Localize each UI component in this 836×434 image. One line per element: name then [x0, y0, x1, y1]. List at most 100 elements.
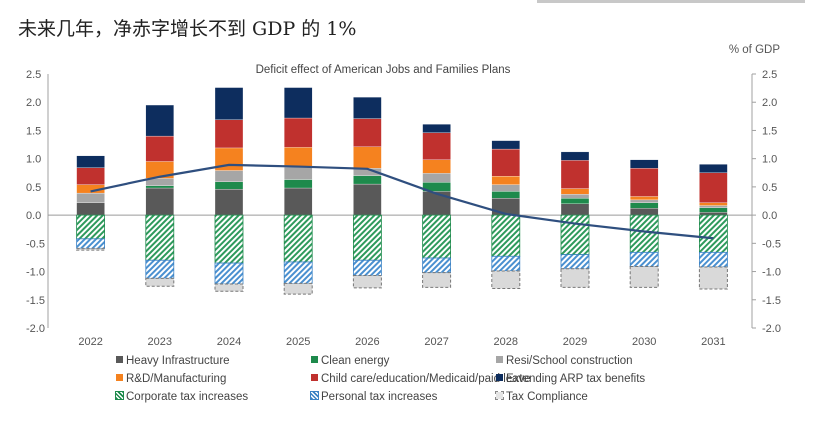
bar-segment-personal-tax-increases	[214, 262, 244, 285]
bar-segment-tax-compliance	[422, 272, 452, 288]
bar-segment-tax-compliance	[491, 270, 521, 289]
bar-segment-corporate-tax-increases	[352, 214, 382, 261]
y-tick-right: 1.5	[762, 125, 777, 137]
bar-segment-extending-arp-tax-benefits	[353, 96, 382, 119]
legend-item: Clean energy	[311, 355, 389, 367]
legend-swatch	[310, 391, 319, 400]
bar-segment-heavy-infrastructure	[214, 188, 244, 216]
y-tick-left: 1.0	[26, 154, 41, 166]
legend-swatch	[311, 356, 318, 363]
chart-title: Deficit effect of American Jobs and Fami…	[256, 64, 511, 76]
bar-segment-tax-compliance	[560, 268, 590, 288]
bar-segment-tax-compliance	[698, 266, 728, 290]
legend-label: Extending ARP tax benefits	[506, 373, 646, 385]
legend-label: Heavy Infrastructure	[126, 355, 230, 367]
bar-segment-tax-compliance	[145, 277, 175, 287]
bar-segment-resi-school-construction	[214, 170, 244, 182]
x-tick-label: 2027	[424, 336, 448, 348]
bar-segment-heavy-infrastructure	[145, 187, 174, 216]
legend-swatch	[115, 391, 124, 400]
bar-segment-r-d-manufacturing	[353, 146, 382, 169]
bar-segment-tax-compliance	[76, 247, 106, 251]
legend-label: Corporate tax increases	[126, 391, 249, 403]
legend-item: Corporate tax increases	[115, 391, 249, 403]
bar-segment-extending-arp-tax-benefits	[699, 164, 728, 173]
bar-segment-corporate-tax-increases	[491, 214, 521, 257]
bar-segment-r-d-manufacturing	[560, 188, 590, 195]
bar-segment-personal-tax-increases	[352, 259, 382, 276]
legend-label: R&D/Manufacturing	[126, 373, 227, 385]
y-tick-left: -1.5	[26, 295, 45, 307]
bar-segment-corporate-tax-increases	[422, 214, 452, 259]
bar-segment-child-care-education-medicaid-paid-leave	[353, 118, 382, 147]
top-divider	[537, 0, 805, 3]
bar-segment-clean-energy	[699, 207, 728, 213]
bar-segment-personal-tax-increases	[145, 259, 175, 279]
bar-segment-corporate-tax-increases	[76, 214, 105, 240]
bar-segment-corporate-tax-increases	[560, 214, 590, 256]
legend-label: Child care/education/Medicaid/paid leave	[321, 373, 531, 385]
x-tick-label: 2022	[78, 336, 102, 348]
y-tick-left: 0.0	[26, 210, 41, 222]
legend-item: R&D/Manufacturing	[116, 373, 226, 385]
bar-segment-resi-school-construction	[76, 192, 105, 203]
bar-segment-resi-school-construction	[560, 194, 590, 199]
bar-segment-extending-arp-tax-benefits	[560, 151, 590, 161]
bar-segment-child-care-education-medicaid-paid-leave	[699, 172, 728, 203]
bar-segment-clean-energy	[630, 202, 659, 209]
bar-segment-child-care-education-medicaid-paid-leave	[284, 117, 313, 148]
bar-segment-tax-compliance	[283, 282, 313, 295]
legend-item: Extending ARP tax benefits	[496, 373, 645, 385]
bar-segment-child-care-education-medicaid-paid-leave	[145, 135, 174, 162]
bar-segment-extending-arp-tax-benefits	[630, 159, 659, 169]
bar-segment-heavy-infrastructure	[560, 203, 590, 216]
bar-segment-resi-school-construction	[630, 199, 659, 203]
y-tick-right: 2.0	[762, 97, 777, 109]
bar-segment-heavy-infrastructure	[630, 208, 659, 216]
bar-segment-extending-arp-tax-benefits	[491, 140, 520, 150]
y-tick-left: -1.0	[26, 267, 45, 279]
bar-segment-heavy-infrastructure	[699, 212, 728, 216]
bar-segment-personal-tax-increases	[699, 251, 728, 268]
bar-segment-r-d-manufacturing	[630, 196, 659, 201]
bar-segment-clean-energy	[214, 181, 244, 190]
bar-segment-tax-compliance	[629, 265, 659, 288]
y-tick-right: 0.5	[762, 182, 777, 194]
legend-label: Tax Compliance	[506, 391, 588, 403]
bar-segment-clean-energy	[491, 191, 520, 199]
bar-segment-child-care-education-medicaid-paid-leave	[560, 160, 590, 189]
y-tick-right: -1.0	[762, 267, 781, 279]
bar-segment-r-d-manufacturing	[491, 176, 520, 185]
headline: 未来几年，净赤字增长不到 GDP 的 1%	[18, 18, 357, 40]
bar-segment-corporate-tax-increases	[699, 214, 728, 253]
bar-segment-heavy-infrastructure	[76, 202, 105, 216]
x-tick-label: 2025	[286, 336, 310, 348]
legend-swatch	[496, 374, 503, 381]
y-tick-left: 1.5	[26, 125, 41, 137]
bar-segment-tax-compliance	[214, 283, 244, 292]
bar-segment-personal-tax-increases	[629, 251, 659, 267]
legend-label: Personal tax increases	[321, 391, 438, 403]
bar-segment-heavy-infrastructure	[284, 187, 313, 216]
bar-segment-clean-energy	[145, 185, 174, 189]
y-tick-left: 2.5	[26, 69, 41, 81]
bar-segment-heavy-infrastructure	[422, 191, 451, 216]
y-tick-left: 0.5	[26, 182, 41, 194]
legend-item: Personal tax increases	[310, 391, 438, 403]
legend-item: Heavy Infrastructure	[116, 355, 230, 367]
legend-item: Resi/School construction	[496, 355, 633, 367]
bar-segment-clean-energy	[560, 198, 590, 204]
bar-segment-resi-school-construction	[422, 173, 451, 183]
legend-swatch	[496, 356, 503, 363]
y-tick-left: 2.0	[26, 97, 41, 109]
bar-segment-heavy-infrastructure	[353, 183, 382, 216]
bar-segment-personal-tax-increases	[76, 238, 105, 249]
y-tick-right: 2.5	[762, 69, 777, 81]
bar-segment-heavy-infrastructure	[491, 198, 520, 216]
legend-swatch	[311, 374, 318, 381]
bar-segment-personal-tax-increases	[283, 261, 313, 284]
bar-segment-extending-arp-tax-benefits	[76, 155, 105, 168]
bar-segment-personal-tax-increases	[491, 255, 521, 272]
bar-segment-extending-arp-tax-benefits	[284, 87, 313, 119]
bar-segment-child-care-education-medicaid-paid-leave	[422, 132, 451, 160]
